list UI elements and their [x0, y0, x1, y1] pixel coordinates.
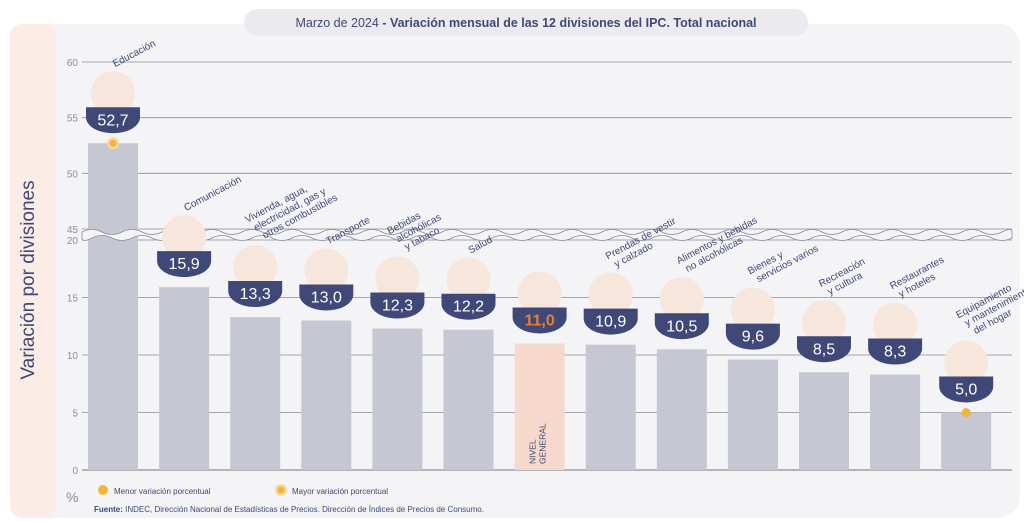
y-tick-label: 60 — [67, 58, 79, 69]
bar — [585, 344, 636, 470]
value-label: 13,3 — [240, 286, 271, 303]
y-tick-label: 55 — [67, 114, 79, 125]
legend: Menor variación porcentual Mayor variaci… — [98, 484, 388, 496]
bar — [656, 349, 707, 470]
icon-circle — [730, 287, 775, 332]
icon-circle — [375, 256, 420, 301]
axis-break — [81, 229, 1013, 241]
icon-circle — [304, 248, 349, 293]
y-axis-label: Variación por divisiones — [18, 180, 39, 379]
value-badge — [725, 323, 780, 350]
value-label: 10,9 — [595, 314, 626, 331]
bar — [372, 328, 423, 470]
value-label: 15,9 — [169, 256, 200, 273]
y-tick-label: 50 — [67, 169, 79, 180]
legend-max-label: Mayor variación porcentual — [292, 487, 388, 496]
value-badge — [868, 338, 923, 365]
icon-circle — [802, 300, 846, 345]
bar — [230, 317, 281, 470]
bar — [514, 343, 565, 470]
value-badge — [512, 307, 567, 334]
value-label: 8,3 — [884, 344, 906, 361]
value-label: 10,5 — [666, 318, 697, 335]
y-tick-label: 45 — [67, 225, 79, 236]
bar — [159, 287, 210, 470]
y-tick-label: 5 — [72, 409, 78, 420]
icon-circle — [91, 71, 135, 116]
icon-circle — [233, 245, 278, 290]
value-label: 5,0 — [955, 382, 977, 399]
y-tick-label: 0 — [72, 466, 78, 477]
value-label: 12,3 — [382, 298, 413, 315]
title-pill — [244, 9, 808, 36]
value-badge — [797, 336, 851, 363]
value-badge — [86, 107, 140, 134]
value-badge — [441, 293, 496, 320]
y-tick-label: 10 — [67, 351, 79, 362]
icon-circle — [162, 215, 207, 260]
bar — [727, 359, 778, 470]
value-label: 9,6 — [742, 329, 764, 346]
category-label: NIVELGENERAL — [528, 423, 548, 464]
value-label: 12,2 — [453, 299, 484, 316]
y-tick-label: 15 — [67, 294, 79, 305]
value-badge — [939, 376, 994, 403]
bar — [799, 372, 849, 470]
bar — [443, 329, 494, 470]
min-marker — [961, 408, 971, 417]
axis-break-band — [81, 229, 1013, 241]
value-badge — [299, 284, 354, 311]
y-tick-label: 20 — [67, 236, 79, 247]
value-badge — [157, 251, 212, 278]
value-badge — [583, 308, 638, 335]
icon-circle — [446, 257, 491, 302]
source-note: Fuente: INDEC, Dirección Nacional de Est… — [94, 505, 484, 514]
chart-title: Marzo de 2024 - Variación mensual de las… — [295, 16, 756, 30]
value-label: 13,0 — [311, 290, 342, 307]
icon-circle — [659, 277, 704, 322]
ylabel-band — [10, 24, 56, 518]
icon-circle — [873, 302, 918, 347]
icon-circle — [944, 340, 989, 385]
bar — [941, 412, 992, 470]
icon-circle — [517, 271, 562, 316]
value-label: 11,0 — [524, 313, 554, 330]
value-badge — [228, 281, 283, 308]
legend-max-marker — [277, 486, 285, 494]
unit-label: % — [66, 489, 78, 505]
max-marker — [109, 139, 117, 147]
bar — [88, 143, 138, 471]
value-badge — [654, 313, 709, 340]
bars — [88, 143, 992, 471]
value-badge — [370, 292, 425, 319]
bar — [301, 320, 352, 470]
bar — [870, 374, 921, 470]
icon-circle — [588, 272, 633, 317]
legend-min-label: Menor variación porcentual — [114, 487, 211, 496]
legend-min-marker — [98, 485, 108, 495]
value-label: 8,5 — [813, 341, 835, 358]
value-label: 52,7 — [97, 112, 128, 129]
